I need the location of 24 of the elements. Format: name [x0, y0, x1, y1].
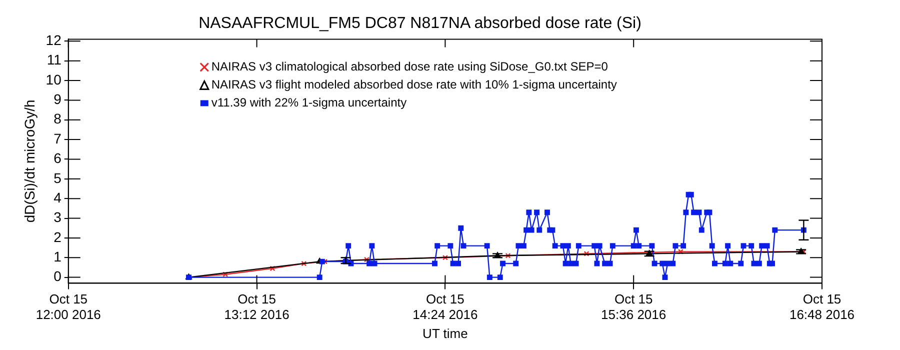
- legend-label: NAIRAS v3 flight modeled absorbed dose rate with 10% 1-sigma uncertainty: [211, 78, 617, 92]
- y-tick-label: 12: [46, 32, 62, 48]
- y-tick-label: 5: [54, 170, 62, 186]
- y-tick-label: 9: [54, 91, 62, 108]
- y-tick-label: 1: [54, 248, 62, 264]
- y-tick-label: 0: [54, 268, 62, 284]
- y-tick-label: 10: [46, 71, 62, 88]
- y-tick-label: 4: [54, 189, 62, 206]
- y-tick-label: 7: [54, 130, 62, 146]
- chart-title: NASAAFRCMUL_FM5 DC87 N817NA absorbed dose rate (Si): [198, 15, 642, 32]
- legend-label: v11.39 with 22% 1-sigma uncertainty: [211, 96, 407, 110]
- y-tick-label: 3: [54, 209, 62, 226]
- x-tick-label: Oct 15 12:00 2016: [36, 292, 101, 322]
- legend-label: NAIRAS v3 climatological absorbed dose rate using SiDose_G0.txt SEP=0: [211, 60, 608, 74]
- x-axis-title: UT time: [422, 326, 468, 341]
- y-tick-label: 6: [54, 150, 62, 166]
- y-tick-label: 8: [54, 110, 62, 127]
- x-tick-label: Oct 15 15:36 2016: [601, 292, 666, 322]
- x-tick-label: Oct 15 16:48 2016: [789, 292, 855, 322]
- y-axis-title: dD(Si)/dt microGy/h: [21, 100, 38, 223]
- y-tick-label: 2: [54, 228, 62, 245]
- y-tick-label: 11: [46, 52, 62, 68]
- x-tick-label: Oct 15 13:12 2016: [224, 292, 290, 322]
- x-tick-label: Oct 15 14:24 2016: [412, 292, 478, 322]
